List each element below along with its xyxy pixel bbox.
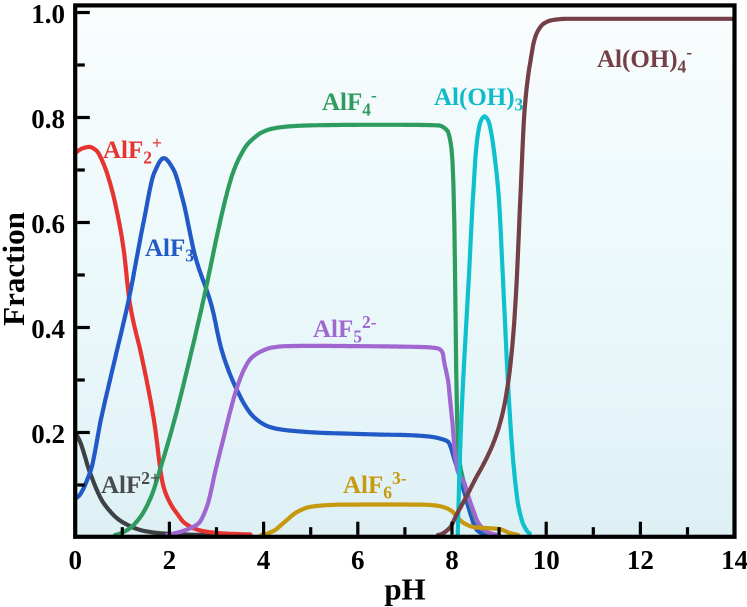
svg-text:AlF52-: AlF52- bbox=[313, 312, 377, 347]
svg-text:AlF2+: AlF2+ bbox=[101, 468, 160, 499]
svg-text:4: 4 bbox=[257, 545, 271, 575]
svg-text:0: 0 bbox=[68, 545, 82, 575]
svg-text:AlF3: AlF3 bbox=[145, 235, 194, 266]
svg-text:10: 10 bbox=[533, 545, 560, 575]
svg-text:pH: pH bbox=[384, 572, 425, 607]
svg-text:Al(OH)4-: Al(OH)4- bbox=[597, 42, 692, 77]
svg-text:2: 2 bbox=[163, 545, 177, 575]
svg-text:0.4: 0.4 bbox=[31, 314, 65, 344]
svg-text:0.6: 0.6 bbox=[31, 209, 65, 239]
svg-text:Al(OH)3: Al(OH)3 bbox=[434, 84, 524, 115]
svg-text:0.2: 0.2 bbox=[31, 419, 65, 449]
svg-text:AlF2+: AlF2+ bbox=[103, 133, 162, 168]
svg-text:1.0: 1.0 bbox=[31, 0, 65, 29]
svg-text:6: 6 bbox=[351, 545, 365, 575]
svg-text:8: 8 bbox=[445, 545, 459, 575]
svg-text:0.8: 0.8 bbox=[31, 104, 65, 134]
svg-text:Fraction: Fraction bbox=[0, 212, 31, 326]
svg-text:14: 14 bbox=[721, 545, 747, 575]
svg-text:AlF4-: AlF4- bbox=[322, 85, 377, 120]
svg-text:12: 12 bbox=[627, 545, 654, 575]
svg-text:AlF63-: AlF63- bbox=[343, 468, 407, 503]
